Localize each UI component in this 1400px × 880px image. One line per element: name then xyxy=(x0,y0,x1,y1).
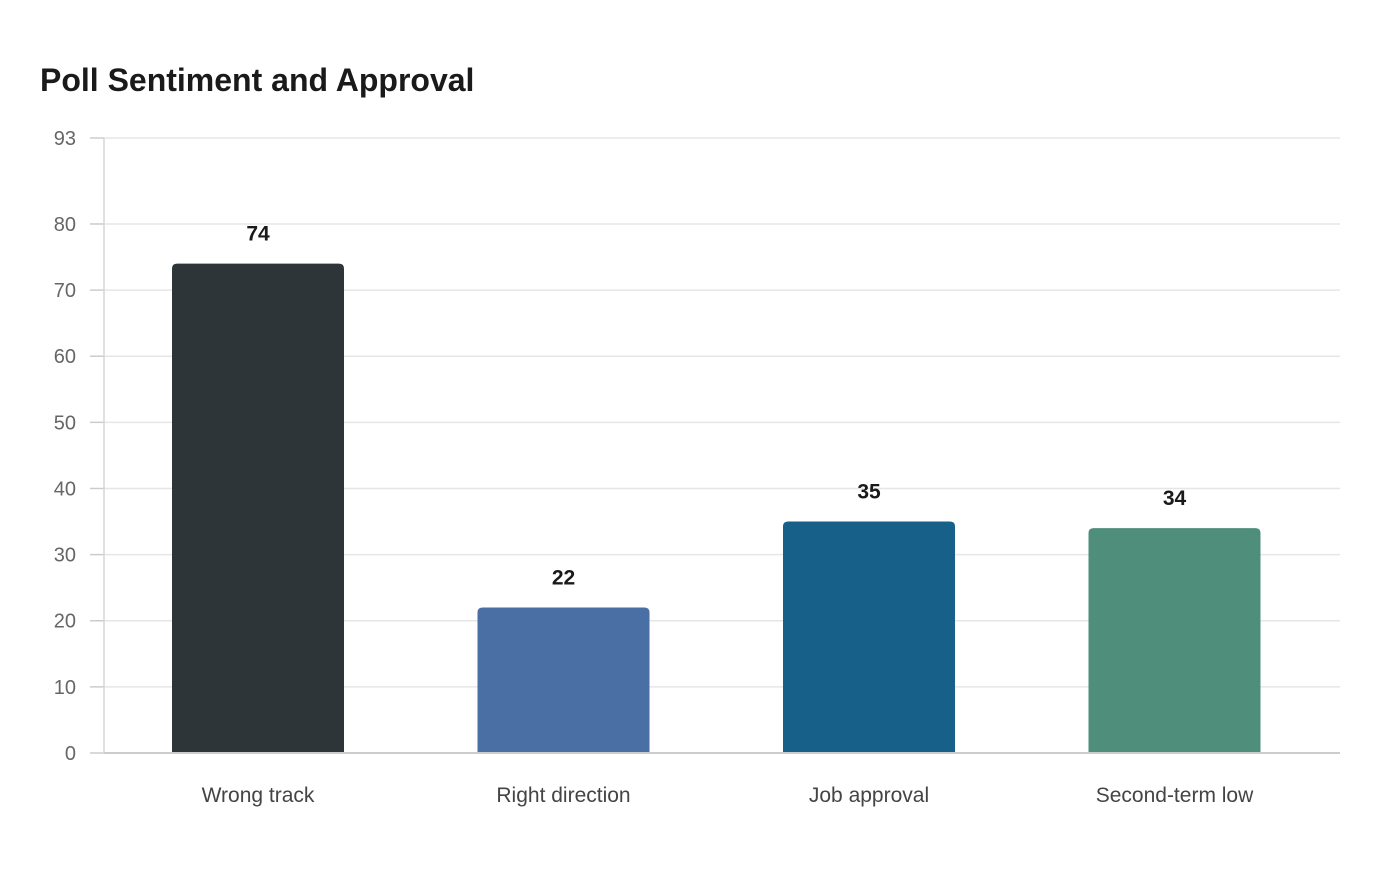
x-tick-label: Right direction xyxy=(496,784,630,807)
x-tick-label: Job approval xyxy=(809,784,929,807)
y-tick-label: 40 xyxy=(54,478,76,500)
y-tick-label: 50 xyxy=(54,412,76,434)
axes xyxy=(90,137,1340,754)
y-tick-label: 20 xyxy=(54,611,76,633)
bar-wrong-track xyxy=(172,263,344,753)
labels: 0 10 20 30 40 50 60 70 80 93 74 Wrong track 22 Right … xyxy=(54,128,1254,807)
bar-right-direction xyxy=(477,607,650,753)
y-tick-label: 0 xyxy=(65,743,76,765)
y-tick-label: 70 xyxy=(54,280,76,302)
x-tick-label: Second-term low xyxy=(1096,784,1254,807)
data-label: 35 xyxy=(857,481,881,504)
chart-title: Poll Sentiment and Approval xyxy=(40,62,475,98)
data-label: 22 xyxy=(552,567,575,590)
bar-job-approval xyxy=(783,521,955,753)
bars xyxy=(172,263,1261,753)
bar-second-term-low xyxy=(1088,528,1261,753)
y-tick-label: 93 xyxy=(54,128,76,150)
y-tick-label: 10 xyxy=(54,677,76,699)
data-label: 34 xyxy=(1163,487,1187,510)
y-tick-label: 30 xyxy=(54,545,76,567)
x-tick-label: Wrong track xyxy=(202,784,315,807)
y-tick-label: 60 xyxy=(54,346,76,368)
y-tick-label: 80 xyxy=(54,214,76,236)
data-label: 74 xyxy=(246,223,270,246)
